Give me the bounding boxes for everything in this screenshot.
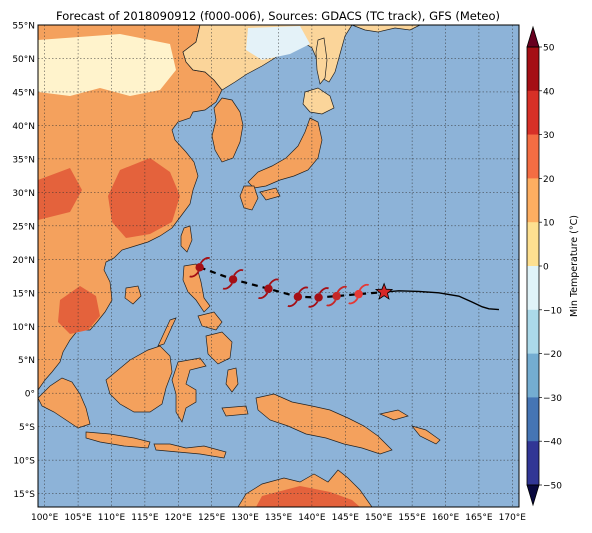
colorbar-tick-label: 10 bbox=[543, 219, 555, 229]
hot-zone-china bbox=[108, 158, 180, 238]
land-kyushu bbox=[239, 185, 259, 211]
colorbar-label: Min Temperature (°C) bbox=[569, 215, 580, 317]
colorbar-band bbox=[527, 309, 539, 354]
map-title: Forecast of 2018090912 (f000-006), Sourc… bbox=[56, 9, 500, 23]
colorbar-tick-label: −10 bbox=[543, 306, 562, 316]
lat-tick-label: 25°N bbox=[12, 222, 35, 232]
axis-ticks: 100°E 105°E 110°E 115°E 120°E 125°E 130°E 135°E… bbox=[12, 22, 526, 524]
land-solomon-islands bbox=[411, 425, 441, 445]
colorbar-band bbox=[527, 266, 539, 311]
land-java bbox=[85, 431, 151, 449]
lat-tick-label: 45°N bbox=[12, 88, 35, 98]
lon-tick-label: 130°E bbox=[231, 513, 259, 523]
lat-tick-label: 15°N bbox=[12, 289, 35, 299]
land-halmahera bbox=[225, 367, 239, 393]
lat-tick-label: 55°N bbox=[12, 22, 35, 32]
colorbar-tick-label: −20 bbox=[543, 350, 562, 360]
colorbar-tick-label: 50 bbox=[543, 44, 555, 54]
cool-zone-northeast bbox=[246, 26, 310, 60]
land-sakhalin bbox=[315, 37, 328, 85]
lat-tick-label: 10°S bbox=[13, 457, 35, 467]
lon-tick-label: 145°E bbox=[332, 513, 360, 523]
lat-tick-label: 40°N bbox=[12, 122, 35, 132]
lat-tick-label: 50°N bbox=[12, 55, 35, 65]
colorbar-tick-label: 20 bbox=[543, 175, 555, 185]
colorbar-tick-label: 30 bbox=[543, 131, 555, 141]
hot-zone-west bbox=[38, 168, 82, 220]
current-position-star-icon bbox=[374, 282, 394, 300]
colorbar-tick-label: 40 bbox=[543, 87, 555, 97]
lon-tick-label: 120°E bbox=[165, 513, 193, 523]
typhoon-symbol-icon bbox=[222, 269, 244, 290]
map-area bbox=[37, 24, 520, 508]
lon-tick-label: 105°E bbox=[64, 513, 92, 523]
lat-tick-label: 10°N bbox=[12, 323, 35, 333]
lat-tick-label: 30°N bbox=[12, 189, 35, 199]
lat-tick-label: 35°N bbox=[12, 155, 35, 165]
lon-tick-label: 125°E bbox=[198, 513, 226, 523]
hot-zone-indochina bbox=[58, 286, 100, 334]
lat-tick-label: 15°S bbox=[13, 490, 35, 500]
lon-tick-label: 165°E bbox=[465, 513, 493, 523]
lon-tick-label: 150°E bbox=[365, 513, 393, 523]
hot-zone-australia bbox=[256, 486, 360, 507]
colorbar-tick-label: −50 bbox=[543, 482, 562, 492]
land-hainan bbox=[124, 285, 142, 305]
lat-tick-label: 20°N bbox=[12, 256, 35, 266]
land-mindanao bbox=[205, 331, 233, 365]
colorbar: 50 40 30 20 10 0 −10 −20 −30 −40 −50 Min Temperatur… bbox=[526, 25, 580, 507]
colorbar-band bbox=[527, 353, 539, 398]
typhoon-symbol-icon bbox=[326, 285, 348, 307]
land-seram bbox=[221, 405, 249, 417]
typhoon-symbol-icon bbox=[348, 283, 370, 305]
colorbar-tick-label: −40 bbox=[543, 438, 562, 448]
lon-tick-label: 140°E bbox=[298, 513, 326, 523]
colorbar-max-arrow bbox=[526, 25, 540, 48]
typhoon-symbol-icon bbox=[258, 278, 279, 300]
lon-tick-label: 115°E bbox=[131, 513, 159, 523]
typhoon-symbol-icon bbox=[189, 257, 211, 278]
colorbar-band bbox=[527, 397, 539, 442]
land-new-guinea bbox=[255, 393, 393, 455]
mild-zone-north bbox=[38, 34, 176, 96]
lat-tick-label: 0° bbox=[25, 390, 35, 400]
typhoon-track bbox=[189, 257, 500, 311]
colorbar-band bbox=[527, 178, 539, 223]
lat-tick-label: 5°N bbox=[18, 356, 35, 366]
land-palawan bbox=[157, 317, 177, 347]
colorbar-band bbox=[527, 47, 539, 92]
colorbar-band bbox=[527, 90, 539, 135]
land-borneo bbox=[105, 345, 173, 413]
lon-tick-label: 110°E bbox=[98, 513, 126, 523]
land-sumatra bbox=[37, 377, 91, 429]
past-track-line bbox=[383, 290, 500, 311]
land-hokkaido bbox=[302, 87, 335, 115]
land-new-britain bbox=[378, 409, 409, 421]
lon-tick-label: 155°E bbox=[398, 513, 426, 523]
colorbar-tick-label: −30 bbox=[543, 394, 562, 404]
land-korea bbox=[211, 97, 244, 163]
typhoon-symbol-icon bbox=[287, 286, 309, 308]
lon-tick-label: 160°E bbox=[432, 513, 460, 523]
land-sulawesi bbox=[171, 357, 207, 423]
lon-tick-label: 170°E bbox=[499, 513, 527, 523]
land-visayas bbox=[197, 311, 223, 331]
typhoon-symbol-icon bbox=[308, 287, 329, 308]
colorbar-min-arrow bbox=[526, 484, 540, 507]
colorbar-band bbox=[527, 441, 539, 486]
lon-tick-label: 100°E bbox=[31, 513, 59, 523]
colorbar-band bbox=[527, 222, 539, 267]
colorbar-tick-label: 0 bbox=[543, 263, 549, 273]
lon-tick-label: 135°E bbox=[265, 513, 293, 523]
land-lesser-sunda bbox=[153, 443, 227, 459]
map-frame bbox=[37, 24, 520, 508]
lat-tick-label: 5°S bbox=[19, 423, 35, 433]
land-shikoku bbox=[259, 187, 281, 201]
land-honshu bbox=[247, 117, 323, 189]
colorbar-band bbox=[527, 134, 539, 179]
